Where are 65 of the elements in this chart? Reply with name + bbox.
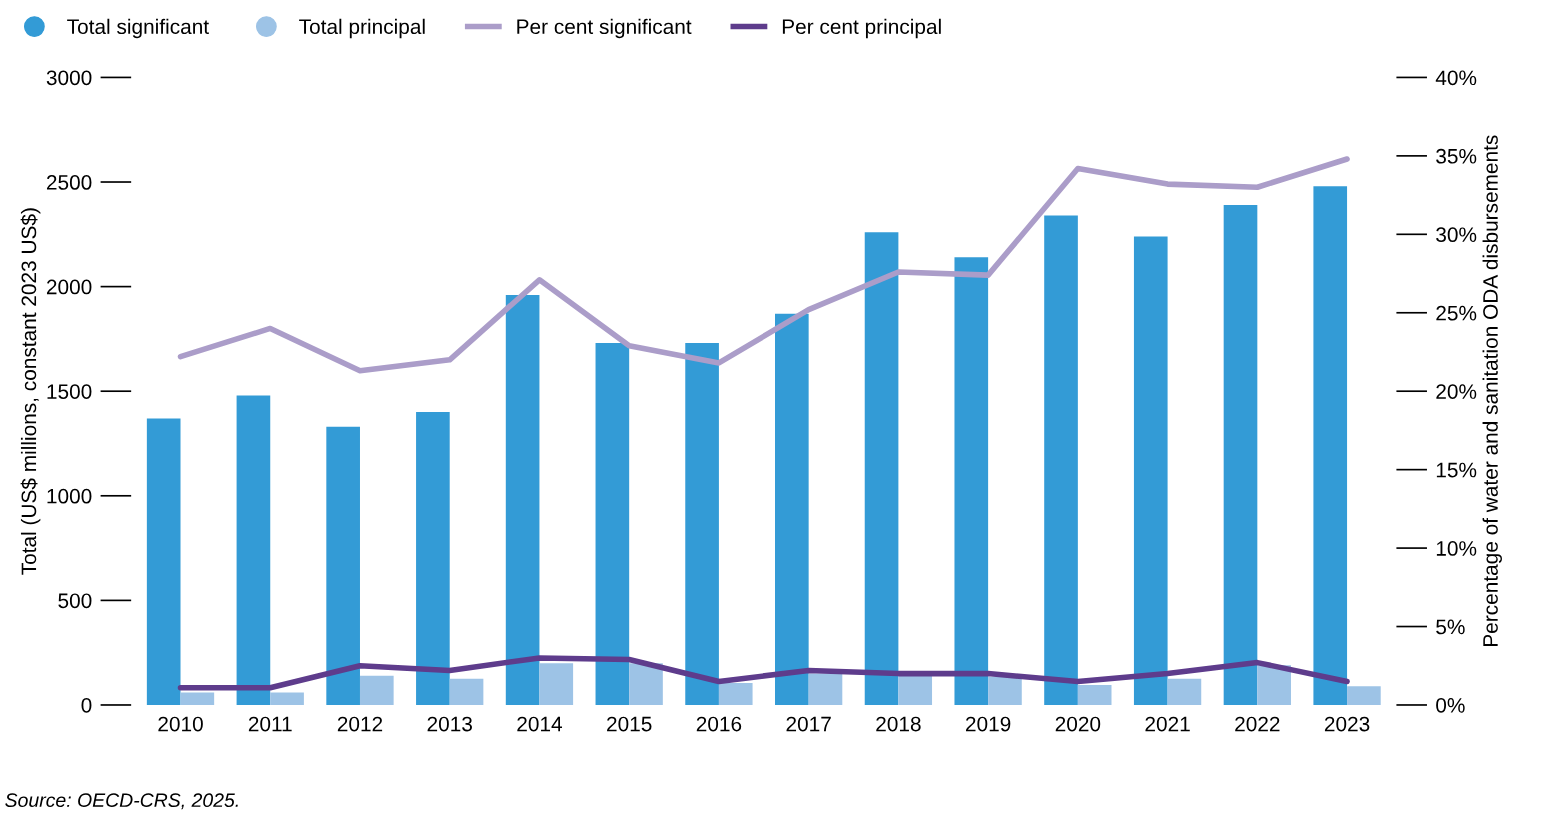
bar <box>898 674 933 705</box>
y-tick-label: 500 <box>58 593 92 609</box>
bar <box>685 343 719 705</box>
y-tick-label: 3000 <box>46 70 92 86</box>
x-tick-label: 2021 <box>1145 716 1190 732</box>
bar <box>1133 236 1168 705</box>
x-tick-label: 2019 <box>966 716 1011 732</box>
y2-axis-title: Percentage of water and sanitation ODA disbursements <box>1482 135 1502 646</box>
y2-tick-label: 35% <box>1436 148 1477 164</box>
bar <box>270 692 304 705</box>
bar <box>1077 685 1112 705</box>
bar <box>988 676 1022 705</box>
x-tick-label: 2023 <box>1324 716 1370 732</box>
bar <box>416 412 450 705</box>
bar <box>180 692 215 705</box>
bar <box>595 343 630 705</box>
bar <box>326 426 360 705</box>
y-axis-title: Total (US$ millions, constant 2023 US$) <box>20 208 41 575</box>
bar <box>808 673 843 705</box>
x-tick-label: 2018 <box>876 716 921 732</box>
x-tick-label: 2020 <box>1055 716 1101 732</box>
legend-label: Per cent principal <box>782 18 941 39</box>
bar <box>359 675 394 705</box>
y2-tick-label: 0% <box>1436 697 1465 713</box>
bar <box>1257 665 1291 705</box>
x-tick-label: 2016 <box>696 716 742 732</box>
y2-tick-label: 10% <box>1436 541 1477 556</box>
y-tick-label: 2000 <box>46 279 92 295</box>
bar <box>954 257 989 705</box>
bar <box>718 683 753 705</box>
legend-label: Total significant <box>67 18 209 39</box>
bar <box>1347 686 1381 705</box>
x-tick-label: 2022 <box>1235 716 1280 732</box>
bar <box>864 232 899 705</box>
bar <box>775 313 809 705</box>
bar <box>505 294 540 705</box>
y-tick-label: 1500 <box>47 384 92 399</box>
bar <box>539 663 574 705</box>
x-tick-label: 2015 <box>607 716 652 732</box>
bar <box>449 678 484 705</box>
bar <box>1167 678 1202 705</box>
x-tick-label: 2014 <box>517 716 563 732</box>
y2-tick-label: 20% <box>1436 384 1477 399</box>
legend-label: Total principal <box>299 18 425 39</box>
y2-tick-label: 40% <box>1435 70 1477 86</box>
y2-tick-label: 15% <box>1436 462 1477 478</box>
legend-label: Per cent significant <box>517 18 692 39</box>
bar <box>1313 186 1348 705</box>
x-tick-label: 2010 <box>158 716 203 732</box>
bar <box>1223 205 1258 705</box>
bar <box>236 395 271 705</box>
source-note: Source: OECD-CRS, 2025. <box>5 793 238 810</box>
y2-tick-label: 5% <box>1436 619 1465 635</box>
bar <box>629 663 663 705</box>
y-tick-label: 2500 <box>46 175 92 190</box>
x-tick-label: 2011 <box>248 716 292 732</box>
y-tick-label: 1000 <box>47 488 92 504</box>
y2-tick-label: 30% <box>1436 227 1477 243</box>
y2-tick-label: 25% <box>1436 305 1477 321</box>
bar <box>1044 215 1078 705</box>
x-tick-label: 2013 <box>427 716 472 732</box>
y-tick-label: 0 <box>81 697 92 713</box>
x-tick-label: 2017 <box>786 716 831 732</box>
bar <box>146 418 181 705</box>
x-tick-label: 2012 <box>337 716 383 732</box>
